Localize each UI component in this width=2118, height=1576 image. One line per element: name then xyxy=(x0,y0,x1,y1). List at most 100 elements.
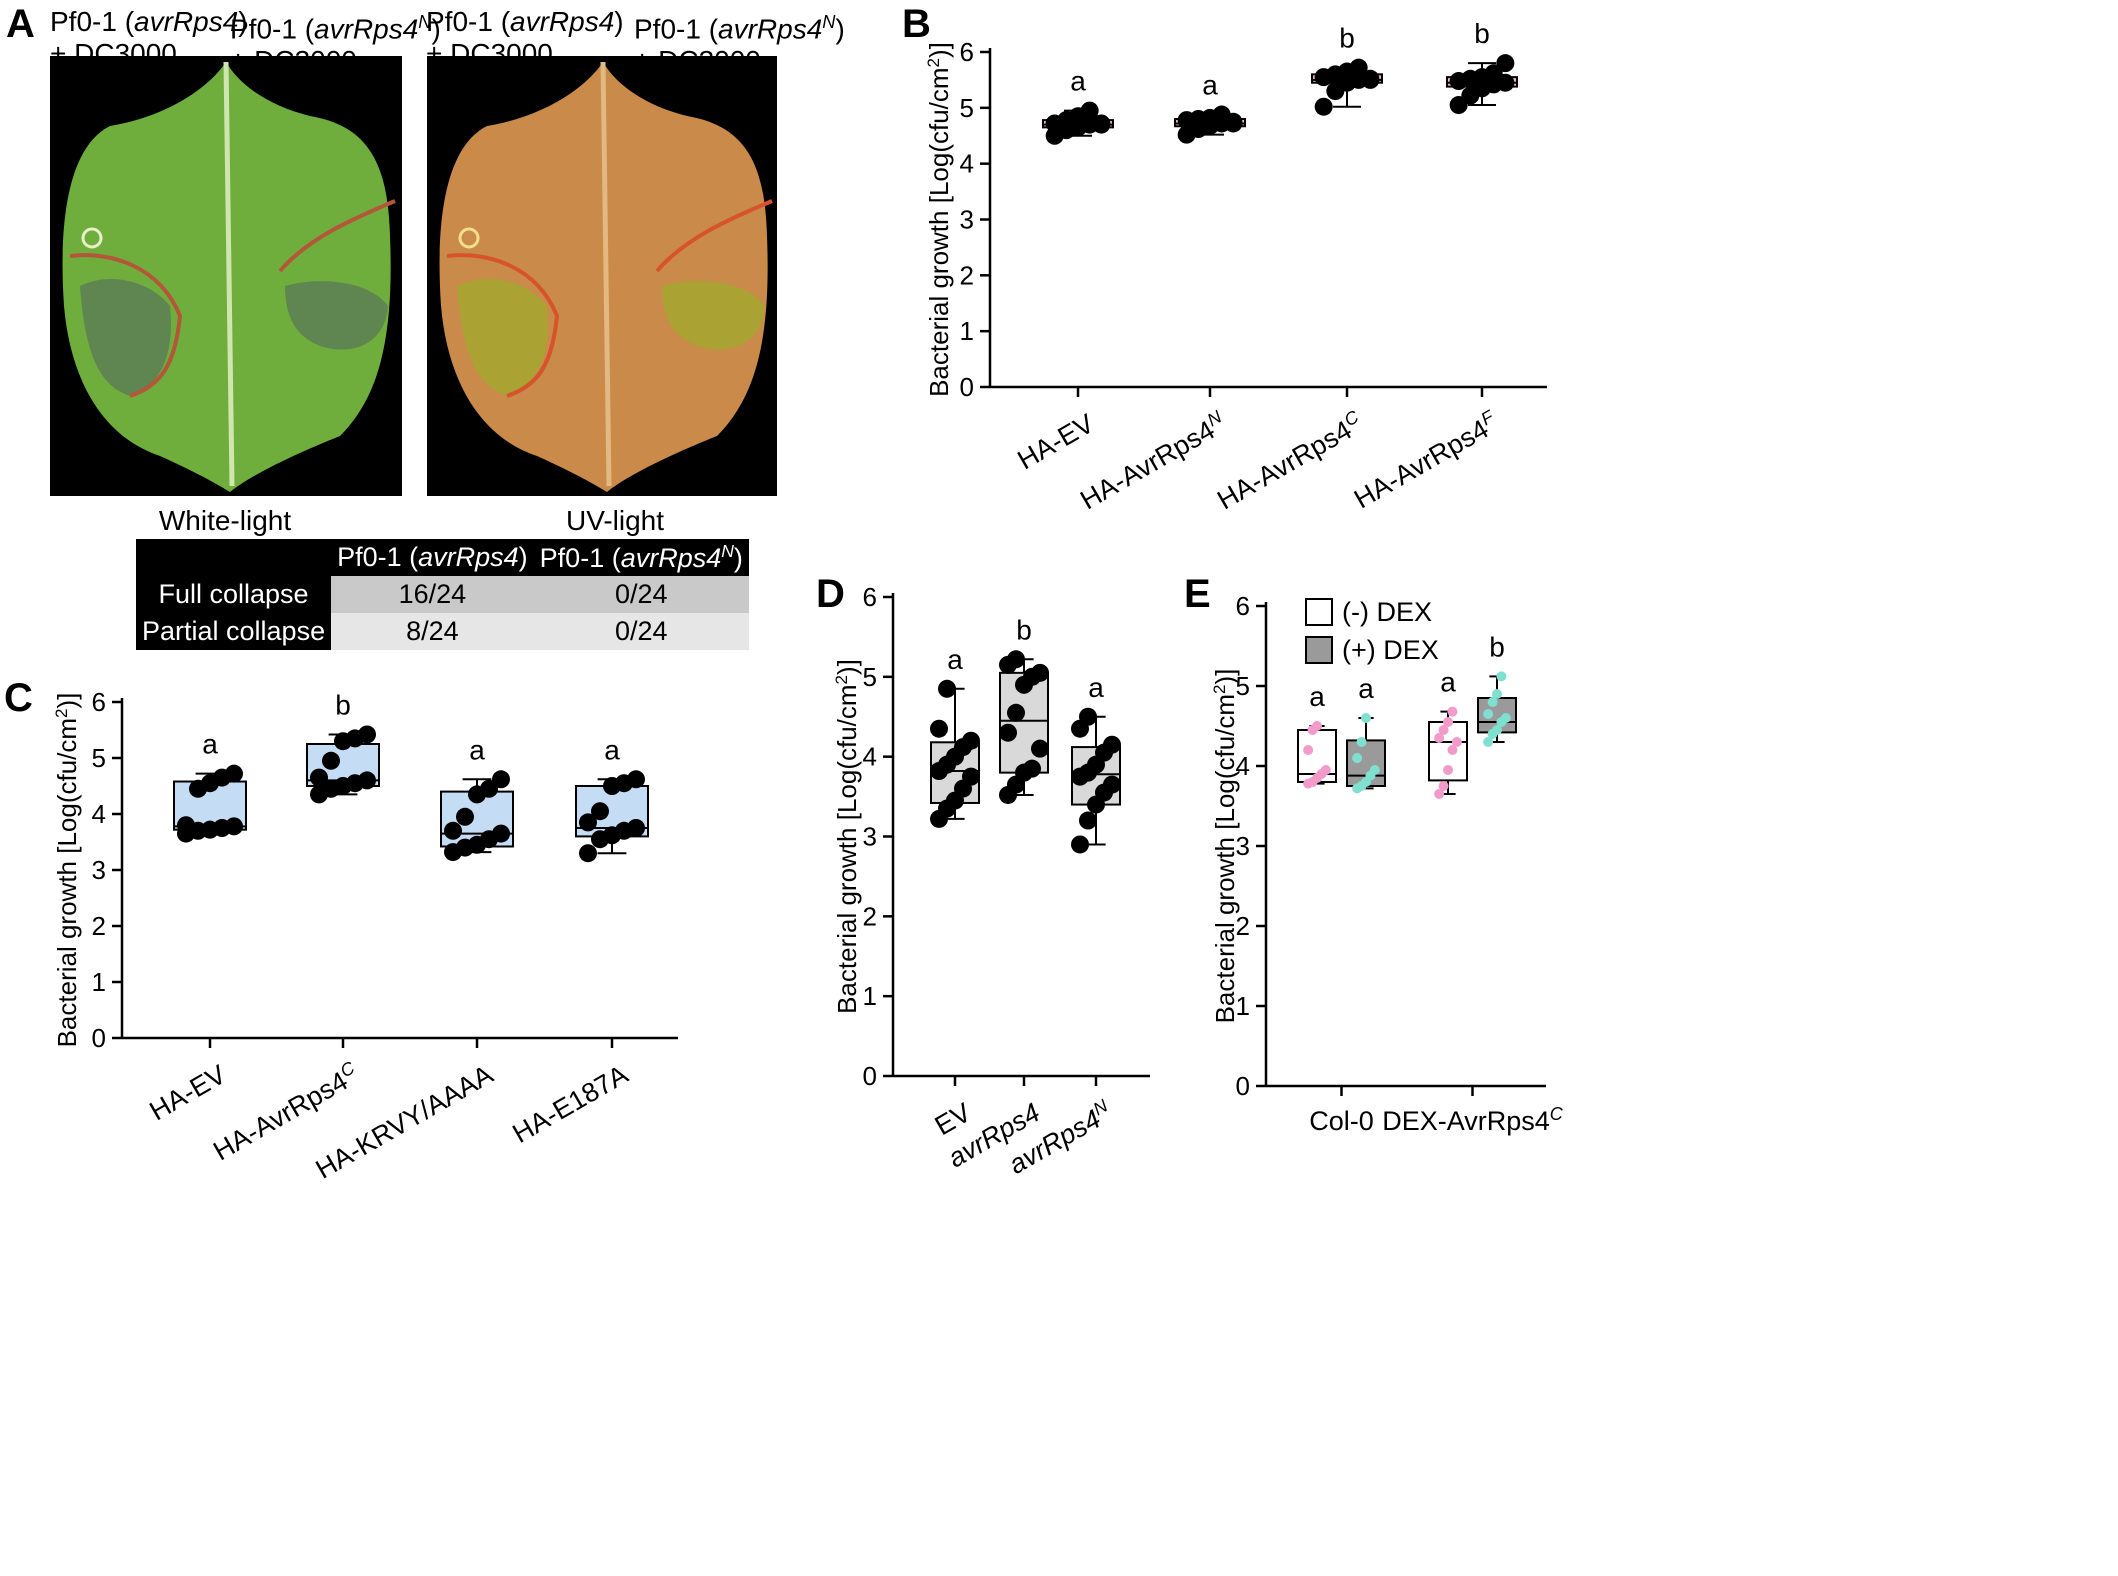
data-point xyxy=(962,767,980,786)
leaf-midrib xyxy=(600,61,612,487)
y-tick-label: 1 xyxy=(960,316,974,346)
legend-label: (+) DEX xyxy=(1342,635,1439,665)
y-tick-label: 6 xyxy=(1236,591,1250,621)
leaf-white-light-drawing xyxy=(62,61,396,492)
data-point xyxy=(492,770,510,789)
category-label: HA-AvrRps4C xyxy=(1211,406,1369,515)
leaf-midrib xyxy=(223,61,235,487)
y-axis-label: Bacterial growth [Log(cfu/cm2)] xyxy=(1210,669,1240,1024)
lesion-left xyxy=(80,278,171,396)
chart-panel-c: 0 1 2 3 4 5 6 Bacterial growth [Log(cfu/cm2)] a b… xyxy=(52,687,678,1185)
data-point xyxy=(358,725,376,744)
data-point xyxy=(1103,735,1121,754)
data-point xyxy=(1443,765,1453,775)
y-tick-label: 3 xyxy=(1236,831,1250,861)
y-tick-label: 5 xyxy=(92,743,106,773)
data-point xyxy=(1356,737,1367,747)
data-point xyxy=(579,813,597,832)
caption-white-light: White-light xyxy=(158,505,292,536)
legend-label: (-) DEX xyxy=(1342,597,1432,627)
significance-letter: a xyxy=(1440,667,1456,698)
box-1 xyxy=(1297,721,1337,789)
y-axis-label: Bacterial growth [Log(cfu/cm2)] xyxy=(52,693,82,1048)
lesion-right xyxy=(285,281,388,350)
box-1 xyxy=(1042,101,1114,145)
data-point xyxy=(225,764,243,783)
group-label: DEX-AvrRps4C xyxy=(1382,1104,1564,1136)
y-tick-label: 3 xyxy=(960,205,974,235)
significance-letter: a xyxy=(1309,681,1325,712)
data-point xyxy=(627,819,645,837)
significance-letter: a xyxy=(604,734,620,765)
chart-panel-d: 0 1 2 3 4 5 6 Bacterial growth [Log(cfu/cm2)] a b… xyxy=(832,582,1150,1180)
data-point xyxy=(1500,713,1511,723)
group-label: Col-0 xyxy=(1309,1106,1374,1136)
significance-letter: a xyxy=(469,734,485,765)
box-4 xyxy=(575,770,649,863)
significance-letter: b xyxy=(1489,631,1505,662)
significance-letter: b xyxy=(335,689,351,720)
panel-letter-e: E xyxy=(1184,572,1211,616)
data-point xyxy=(1349,58,1368,77)
category-label: HA-AvrRps4N xyxy=(1074,406,1232,515)
table-cell: 16/24 xyxy=(331,576,534,613)
y-tick-label: 4 xyxy=(960,149,974,179)
data-point xyxy=(225,817,243,836)
panel-letter-b: B xyxy=(902,2,931,46)
data-point xyxy=(579,844,597,863)
table-cell: 0/24 xyxy=(533,576,749,613)
data-point xyxy=(1451,737,1462,747)
data-point xyxy=(1103,775,1121,794)
significance-letter: b xyxy=(1474,18,1490,49)
data-point xyxy=(930,719,948,738)
box-3 xyxy=(1071,707,1121,854)
lesion-left xyxy=(457,278,548,396)
box-1 xyxy=(930,679,980,828)
data-point xyxy=(1483,709,1494,719)
data-point xyxy=(1496,54,1515,73)
data-point xyxy=(1484,64,1503,83)
y-tick-label: 4 xyxy=(92,799,106,829)
y-tick-label: 0 xyxy=(92,1023,106,1053)
significance-letter: b xyxy=(1016,614,1032,645)
y-tick-label: 6 xyxy=(960,37,974,67)
leaf-uv-light-drawing xyxy=(439,61,773,492)
leaf-photo-white-light xyxy=(50,56,402,496)
data-point xyxy=(1492,689,1502,699)
y-tick-label: 0 xyxy=(960,372,974,402)
data-point xyxy=(1224,112,1243,131)
y-tick-label: 2 xyxy=(92,911,106,941)
collapse-table: Pf0-1 (avrRps4) Pf0-1 (avrRps4N) Full co… xyxy=(136,539,749,650)
y-tick-label: 0 xyxy=(863,1061,877,1091)
y-tick-label: 1 xyxy=(863,981,877,1011)
data-point xyxy=(999,723,1017,742)
category-label: HA-E187A xyxy=(508,1059,633,1149)
box-3 xyxy=(1428,706,1468,799)
y-tick-label: 1 xyxy=(1236,991,1250,1021)
y-tick-label: 3 xyxy=(863,822,877,852)
data-point xyxy=(1031,739,1049,758)
significance-letter: a xyxy=(1070,66,1086,97)
significance-letter: a xyxy=(202,729,218,760)
data-point xyxy=(1079,707,1097,726)
table-row-label: Full collapse xyxy=(136,576,332,613)
y-tick-label: 4 xyxy=(1236,751,1250,781)
data-point xyxy=(1320,765,1331,775)
chart-panel-e: 0 1 2 3 4 5 6 Bacterial growth [Log(cfu/cm2)] a a… xyxy=(1210,591,1564,1136)
table-cell: 8/24 xyxy=(331,613,534,650)
box-4 xyxy=(1477,671,1517,747)
category-label: HA-EV xyxy=(145,1059,231,1126)
data-point xyxy=(1361,70,1380,89)
data-point xyxy=(591,802,609,821)
data-point xyxy=(1352,753,1363,763)
data-point xyxy=(1434,733,1445,743)
box-2 xyxy=(1174,105,1246,144)
injection-boundary-left xyxy=(446,253,560,398)
table-header-avrrps4n: Pf0-1 (avrRps4N) xyxy=(533,539,749,576)
box-3 xyxy=(440,770,514,862)
y-tick-label: 5 xyxy=(960,93,974,123)
data-point xyxy=(1438,781,1449,791)
data-point xyxy=(1361,713,1371,723)
data-point xyxy=(1434,789,1445,799)
injection-boundary-right xyxy=(655,199,773,273)
